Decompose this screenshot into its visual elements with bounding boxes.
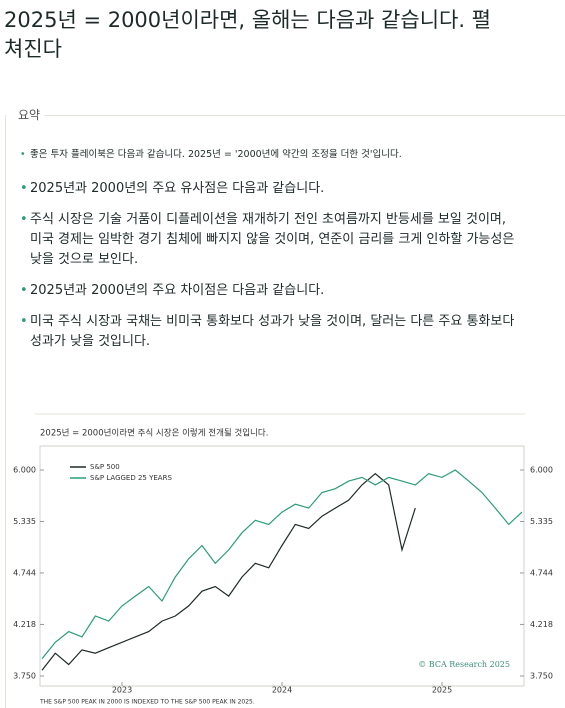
chart: 2025년 = 2000년이라면 주식 시장은 이렇게 전개될 것입니다. © … <box>13 413 553 706</box>
bullet: 주식 시장은 기술 거품이 디플레이션을 재개하기 전인 초여름까지 반등세를 … <box>20 210 520 270</box>
y2-tick-label: 4.744 <box>530 568 553 577</box>
y-tick-label: 4.744 <box>13 568 36 577</box>
y-tick-label: 3.750 <box>13 672 36 681</box>
y-tick-label: 6.000 <box>13 466 36 475</box>
chart-title: 2025년 = 2000년이라면 주식 시장은 이렇게 전개될 것입니다. <box>40 428 268 439</box>
footnote: THE S&P 500 PEAK IN 2000 IS INDEXED TO T… <box>39 699 255 706</box>
x-tick-label: 2024 <box>272 686 292 695</box>
bullet-list: 좋은 투자 플레이북은 다음과 같습니다. 2025년 = '2000년에 약간… <box>20 145 520 363</box>
x-tick-label: 2023 <box>112 686 132 695</box>
series-line <box>41 469 523 660</box>
frame-line <box>44 115 565 116</box>
section-label: 요약 <box>18 108 41 122</box>
bullet: 2025년과 2000년의 주요 차이점은 다음과 같습니다. <box>20 281 520 301</box>
bullet: 좋은 투자 플레이북은 다음과 같습니다. 2025년 = '2000년에 약간… <box>20 145 520 165</box>
y-tick-label: 4.218 <box>13 620 36 629</box>
page-title: 2025년 = 2000년이라면, 올해는 다음과 같습니다. 펼쳐진다 <box>4 8 492 61</box>
annotation: © BCA Research 2025 <box>418 660 510 669</box>
y2-tick-label: 6.000 <box>530 466 553 475</box>
series-line <box>41 472 416 671</box>
y2-tick-label: 5.335 <box>530 517 553 526</box>
plot-frame <box>39 445 525 687</box>
y2-tick-label: 4.218 <box>530 620 553 629</box>
y2-tick-label: 3.750 <box>530 672 553 681</box>
legend-label: S&P 500 <box>90 463 120 471</box>
x-tick-label: 2025 <box>432 686 452 695</box>
frame-line <box>5 115 6 708</box>
bullet: 미국 주식 시장과 국채는 비미국 통화보다 성과가 낮을 것이며, 달러는 다… <box>20 312 520 352</box>
y-tick-label: 5.335 <box>13 517 36 526</box>
bullet: 2025년과 2000년의 주요 유사점은 다음과 같습니다. <box>20 179 520 199</box>
legend-label: S&P LAGGED 25 YEARS <box>90 474 172 482</box>
